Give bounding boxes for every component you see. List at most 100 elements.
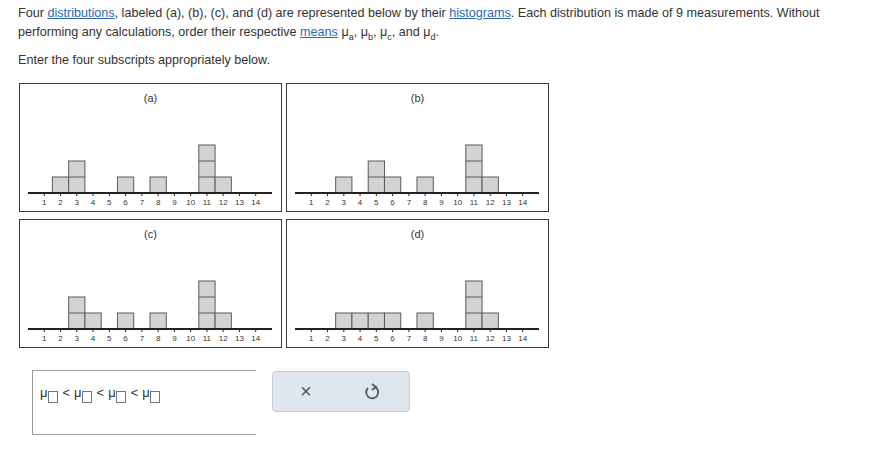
separator: < <box>131 385 139 400</box>
subscript-slot[interactable] <box>48 391 58 403</box>
mean-symbol: μ <box>108 385 116 400</box>
x-tick-label: 11 <box>470 334 479 343</box>
x-tick-label: 11 <box>203 334 212 343</box>
mean-symbol: μ <box>423 25 430 39</box>
x-tick <box>174 193 175 196</box>
x-tick-label: 6 <box>390 198 395 207</box>
x-tick <box>522 329 523 332</box>
x-tick-label: 7 <box>407 334 412 343</box>
x-tick-label: 4 <box>358 198 363 207</box>
x-tick <box>473 329 474 332</box>
x-tick <box>141 193 142 196</box>
histogram-panel: (b)1234567891011121314 <box>287 84 549 212</box>
link[interactable]: means <box>300 25 338 39</box>
x-tick <box>174 329 175 332</box>
x-tick-label: 8 <box>423 334 428 343</box>
x-tick-label: 4 <box>358 334 363 343</box>
bar <box>52 177 68 193</box>
x-tick-label: 4 <box>91 198 96 207</box>
chart-title: (c) <box>144 228 157 240</box>
mean-symbol: μ <box>40 385 48 400</box>
bar <box>199 281 215 329</box>
x-tick-label: 10 <box>186 198 195 207</box>
bar <box>215 177 231 193</box>
x-tick <box>239 329 240 332</box>
x-tick <box>490 329 491 332</box>
mean-symbol: μ <box>142 385 150 400</box>
panel-frame <box>287 220 549 348</box>
x-tick <box>327 329 328 332</box>
unit-divider <box>466 313 482 314</box>
x-tick <box>125 329 126 332</box>
x-tick <box>141 329 142 332</box>
x-axis <box>295 328 539 330</box>
x-tick-label: 4 <box>91 334 96 343</box>
x-tick-label: 12 <box>219 334 228 343</box>
bar <box>368 161 384 193</box>
x-tick <box>343 193 344 196</box>
x-tick <box>311 193 312 196</box>
x-tick <box>360 193 361 196</box>
text: , <box>373 25 380 39</box>
x-tick-label: 8 <box>156 198 161 207</box>
bar <box>384 177 400 193</box>
bar <box>352 313 368 329</box>
subscript: b <box>368 32 373 42</box>
subscript-slot[interactable] <box>116 391 126 403</box>
separator: < <box>63 385 71 400</box>
unit-divider <box>199 313 215 314</box>
x-tick <box>223 329 224 332</box>
x-tick-label: 1 <box>309 198 314 207</box>
x-tick-label: 7 <box>140 198 145 207</box>
bars <box>336 281 499 329</box>
x-tick-label: 7 <box>407 198 412 207</box>
x-tick <box>522 193 523 196</box>
x-tick-label: 3 <box>342 334 347 343</box>
x-tick-label: 7 <box>140 334 145 343</box>
bar <box>85 313 101 329</box>
x-tick <box>408 193 409 196</box>
text: , and <box>392 25 424 39</box>
unit-divider <box>466 161 482 162</box>
bars <box>336 145 499 193</box>
x-tick <box>125 193 126 196</box>
x-tick-label: 12 <box>486 334 495 343</box>
text: , <box>354 25 361 39</box>
bars <box>52 145 231 193</box>
x-tick <box>457 329 458 332</box>
instruction: Enter the four subscripts appropriately … <box>18 53 270 67</box>
x-tick <box>206 329 207 332</box>
subscript-slot[interactable] <box>82 391 92 403</box>
x-tick <box>473 193 474 196</box>
x-tick <box>311 329 312 332</box>
x-tick-label: 3 <box>75 334 80 343</box>
link[interactable]: histograms <box>449 6 511 20</box>
chart-title: (d) <box>411 228 424 240</box>
unit-divider <box>69 313 85 314</box>
x-tick-label: 3 <box>75 198 80 207</box>
bar <box>336 313 352 329</box>
x-tick-label: 9 <box>439 198 444 207</box>
subscript: c <box>387 32 392 42</box>
x-tick-label: 12 <box>219 198 228 207</box>
x-tick <box>343 329 344 332</box>
x-tick <box>360 329 361 332</box>
x-tick <box>190 329 191 332</box>
x-tick <box>490 193 491 196</box>
x-tick <box>158 329 159 332</box>
x-tick-label: 5 <box>374 198 379 207</box>
bar <box>150 313 166 329</box>
bar <box>150 177 166 193</box>
subscript: d <box>431 32 436 42</box>
subscript-slot[interactable] <box>150 391 160 403</box>
unit-divider <box>466 297 482 298</box>
x-tick-label: 1 <box>42 334 47 343</box>
clear-button[interactable]: × <box>300 380 312 403</box>
unit-divider <box>199 177 215 178</box>
panel-frame <box>20 84 282 212</box>
undo-button[interactable] <box>364 383 380 401</box>
link[interactable]: distributions <box>47 6 114 20</box>
panel-frame <box>287 84 549 212</box>
histogram-panel: (a)1234567891011121314 <box>20 84 282 212</box>
bar <box>368 313 384 329</box>
